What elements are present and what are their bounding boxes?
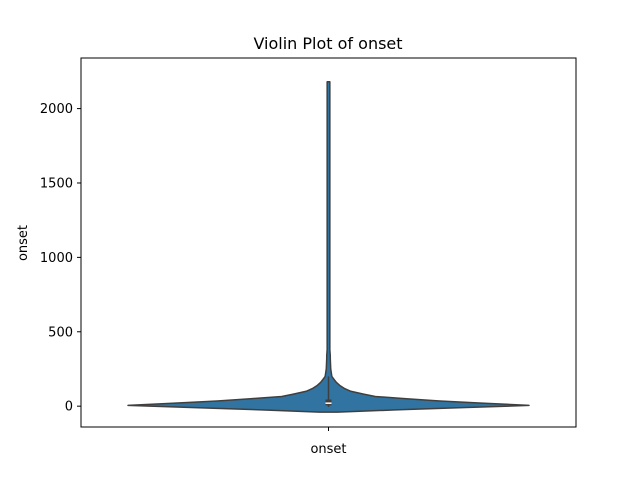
violin-body [127, 81, 530, 413]
y-axis-label: onset [16, 225, 31, 261]
plot-area [80, 57, 577, 428]
y-tick-label: 500 [48, 325, 73, 340]
y-tick-label: 1000 [40, 251, 73, 266]
y-tick-label: 2000 [40, 102, 73, 117]
x-tick-label: onset [310, 442, 346, 457]
violin-layer [127, 81, 530, 413]
y-tick-label: 1500 [40, 176, 73, 191]
y-tick-label: 0 [65, 400, 73, 415]
y-axis: 0 500 1000 1500 2000 [40, 102, 81, 415]
x-axis: onset [310, 427, 347, 457]
chart-title: Violin Plot of onset [253, 34, 402, 53]
